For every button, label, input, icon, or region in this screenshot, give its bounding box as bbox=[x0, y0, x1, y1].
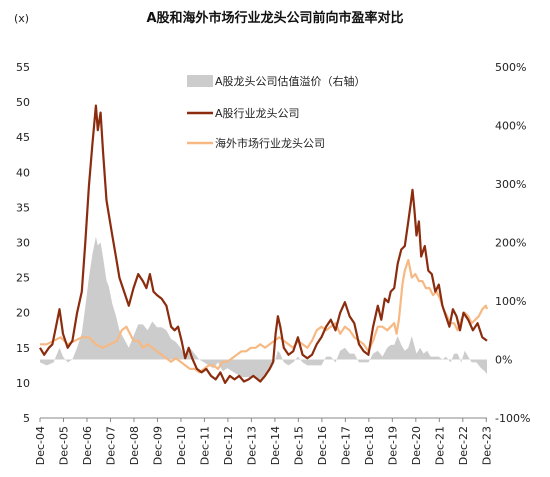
legend-label: A股行业龙头公司 bbox=[215, 107, 300, 120]
x-tick-label: Dec-09 bbox=[151, 426, 164, 465]
x-tick-label: Dec-23 bbox=[480, 426, 493, 465]
x-tick-label: Dec-10 bbox=[175, 426, 188, 465]
legend-label: 海外市场行业龙头公司 bbox=[215, 136, 325, 150]
left-tick-label: 40 bbox=[16, 166, 30, 179]
x-tick-label: Dec-15 bbox=[292, 426, 305, 465]
x-tick-label: Dec-05 bbox=[58, 426, 71, 465]
x-tick-label: Dec-18 bbox=[363, 426, 376, 465]
left-tick-label: 10 bbox=[16, 377, 30, 390]
chart-title: A股和海外市场行业龙头公司前向市盈率对比 bbox=[146, 10, 403, 26]
left-tick-label: 15 bbox=[16, 342, 30, 355]
left-axis-unit-label: (x) bbox=[14, 12, 29, 25]
x-tick-label: Dec-13 bbox=[245, 426, 258, 465]
x-tick-label: Dec-21 bbox=[433, 426, 446, 465]
left-tick-label: 30 bbox=[16, 237, 30, 250]
left-tick-label: 5 bbox=[23, 412, 30, 425]
x-tick-label: Dec-22 bbox=[457, 426, 470, 465]
series-line-1 bbox=[39, 104, 488, 384]
x-tick-label: Dec-17 bbox=[339, 426, 352, 465]
legend-swatch-area bbox=[187, 75, 213, 87]
x-tick-label: Dec-16 bbox=[316, 426, 329, 465]
x-tick-label: Dec-11 bbox=[198, 426, 211, 465]
x-tick-label: Dec-19 bbox=[386, 426, 399, 465]
left-tick-label: 35 bbox=[16, 201, 30, 214]
left-tick-label: 20 bbox=[16, 307, 30, 320]
left-tick-label: 45 bbox=[16, 131, 30, 144]
axes-layer: 5 10 15 20 25 30 35 40 45 50 55 -100% 0% 100% 200% 300%… bbox=[16, 61, 530, 465]
right-tick-label: -100% bbox=[495, 412, 530, 425]
x-tick-label: Dec-12 bbox=[222, 426, 235, 465]
legend-label: A股龙头公司估值溢价（右轴） bbox=[215, 74, 366, 88]
left-tick-label: 25 bbox=[16, 272, 30, 285]
x-tick-label: Dec-08 bbox=[128, 426, 141, 465]
left-tick-label: 55 bbox=[16, 61, 30, 74]
x-tick-label: Dec-04 bbox=[34, 426, 47, 465]
right-tick-label: 0% bbox=[495, 354, 512, 367]
x-tick-label: Dec-07 bbox=[105, 426, 118, 465]
right-tick-label: 500% bbox=[495, 61, 526, 74]
x-tick-label: Dec-20 bbox=[410, 426, 423, 465]
right-tick-label: 200% bbox=[495, 237, 526, 250]
x-tick-label: Dec-06 bbox=[81, 426, 94, 465]
right-tick-label: 100% bbox=[495, 295, 526, 308]
series-lines-layer bbox=[39, 104, 489, 384]
premium-area-series bbox=[40, 236, 487, 380]
right-tick-label: 400% bbox=[495, 120, 526, 133]
right-tick-label: 300% bbox=[495, 178, 526, 191]
x-tick-label: Dec-14 bbox=[269, 426, 282, 465]
premium-area-layer bbox=[40, 236, 487, 380]
left-tick-label: 50 bbox=[16, 96, 30, 109]
